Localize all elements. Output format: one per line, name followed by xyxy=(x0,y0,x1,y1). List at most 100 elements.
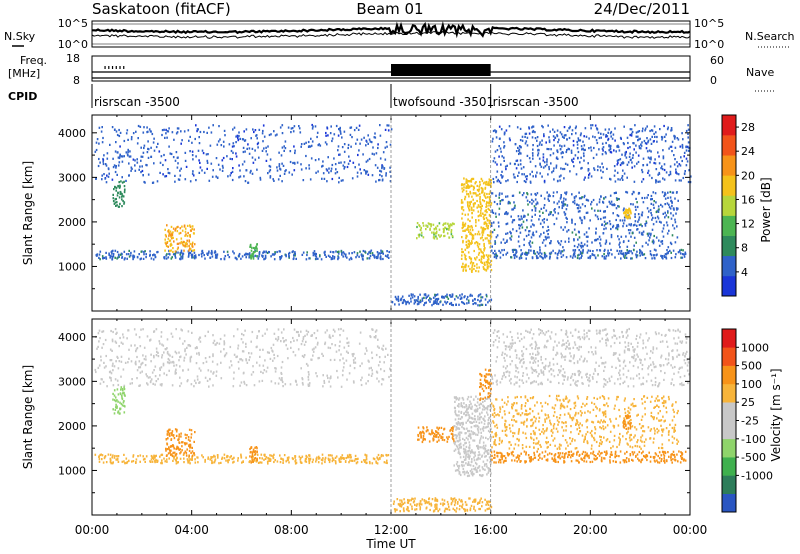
data-mark xyxy=(587,199,590,202)
data-mark xyxy=(604,210,606,213)
data-mark xyxy=(256,247,258,250)
data-mark xyxy=(371,152,374,155)
data-mark xyxy=(603,256,606,260)
data-mark xyxy=(569,125,571,128)
data-mark xyxy=(607,137,610,140)
data-mark xyxy=(223,341,226,345)
data-mark xyxy=(668,147,670,150)
data-mark xyxy=(220,361,222,364)
data-mark xyxy=(657,210,660,213)
data-mark xyxy=(546,218,548,221)
data-mark xyxy=(245,345,247,348)
data-mark xyxy=(191,455,193,459)
data-mark xyxy=(269,158,272,161)
data-mark xyxy=(436,224,439,228)
data-mark xyxy=(430,225,432,228)
data-mark xyxy=(121,396,123,399)
data-mark xyxy=(385,453,387,457)
data-mark xyxy=(533,224,535,227)
data-mark xyxy=(663,168,666,172)
data-mark xyxy=(143,126,145,129)
data-mark xyxy=(461,248,463,251)
data-mark xyxy=(185,436,187,440)
data-mark xyxy=(371,372,374,375)
data-mark xyxy=(343,161,346,164)
data-mark xyxy=(355,142,357,145)
data-mark xyxy=(333,157,335,160)
data-mark xyxy=(683,172,686,175)
data-mark xyxy=(120,375,122,378)
data-mark xyxy=(437,432,440,435)
data-mark xyxy=(179,384,181,388)
data-mark xyxy=(687,149,690,152)
data-mark xyxy=(376,166,379,169)
data-mark xyxy=(486,237,488,240)
data-mark xyxy=(488,299,491,302)
data-mark xyxy=(158,340,161,343)
data-mark xyxy=(316,131,319,134)
data-mark xyxy=(468,256,471,259)
data-mark xyxy=(534,209,537,212)
data-mark xyxy=(664,216,666,219)
data-mark xyxy=(578,236,581,239)
data-mark xyxy=(122,333,124,336)
data-mark xyxy=(168,449,171,452)
data-mark xyxy=(220,144,223,147)
data-mark xyxy=(491,231,494,234)
data-mark xyxy=(552,169,555,173)
data-mark xyxy=(259,176,262,179)
data-mark xyxy=(435,232,438,235)
data-mark xyxy=(674,197,676,200)
data-mark xyxy=(335,168,337,171)
data-mark xyxy=(531,198,533,201)
data-mark xyxy=(314,159,317,162)
data-mark xyxy=(115,197,117,201)
data-mark xyxy=(644,129,646,132)
data-mark xyxy=(243,380,245,383)
data-mark xyxy=(469,421,471,424)
data-mark xyxy=(210,370,212,373)
data-mark xyxy=(130,136,133,139)
data-mark xyxy=(300,461,303,464)
data-mark xyxy=(475,219,477,222)
data-mark xyxy=(682,176,685,180)
data-mark xyxy=(541,219,544,222)
data-mark xyxy=(664,140,667,143)
data-mark xyxy=(282,461,284,464)
noise-search-trace xyxy=(91,30,691,39)
data-mark xyxy=(111,250,113,253)
data-mark xyxy=(483,221,486,224)
data-mark xyxy=(326,374,328,377)
data-mark xyxy=(314,125,317,128)
data-mark xyxy=(661,242,664,245)
data-mark xyxy=(609,132,612,135)
data-mark xyxy=(176,248,179,251)
data-mark xyxy=(139,258,142,261)
data-mark xyxy=(194,461,197,464)
colorbar-tick-label: 24 xyxy=(741,145,755,158)
data-mark xyxy=(254,158,257,161)
data-mark xyxy=(262,364,265,367)
data-mark xyxy=(688,169,690,172)
data-mark xyxy=(462,268,465,271)
data-mark xyxy=(134,164,136,167)
data-mark xyxy=(436,293,439,296)
data-mark xyxy=(556,202,559,205)
data-mark xyxy=(680,256,682,259)
data-mark xyxy=(572,160,574,164)
data-mark xyxy=(341,253,343,256)
data-mark xyxy=(98,142,100,145)
data-mark xyxy=(165,458,168,461)
data-mark xyxy=(311,123,313,127)
data-mark xyxy=(379,255,382,258)
data-mark xyxy=(98,253,101,256)
data-mark xyxy=(630,250,632,253)
data-mark xyxy=(179,448,181,451)
data-mark xyxy=(650,254,653,257)
data-mark xyxy=(575,132,577,135)
data-mark xyxy=(434,295,436,298)
data-mark xyxy=(258,156,260,159)
data-mark xyxy=(178,433,181,436)
data-mark xyxy=(465,462,467,465)
data-mark xyxy=(434,300,437,303)
